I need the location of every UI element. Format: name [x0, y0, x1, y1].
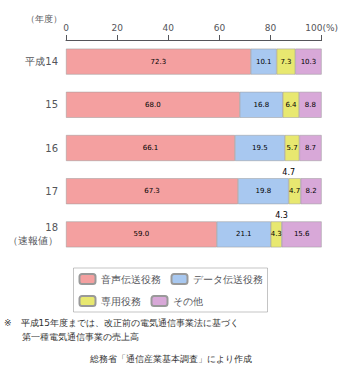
svg-text:総務省「通信産業基本調査」により作成: 総務省「通信産業基本調査」により作成 — [89, 354, 252, 364]
svg-text:21.1: 21.1 — [236, 230, 252, 238]
svg-text:66.1: 66.1 — [143, 144, 159, 152]
svg-text:4.7: 4.7 — [282, 168, 295, 177]
svg-text:100(%): 100(%) — [305, 23, 338, 33]
svg-text:（年度）: （年度） — [26, 14, 62, 24]
svg-text:6.4: 6.4 — [285, 101, 297, 109]
svg-text:4.3: 4.3 — [275, 211, 288, 220]
svg-text:データ伝送役務: データ伝送役務 — [193, 274, 263, 285]
svg-text:18: 18 — [45, 222, 58, 233]
svg-text:67.3: 67.3 — [144, 187, 160, 195]
svg-text:音声伝送役務: 音声伝送役務 — [101, 274, 161, 285]
svg-text:16.8: 16.8 — [253, 101, 269, 109]
svg-text:8.2: 8.2 — [306, 187, 317, 195]
svg-text:※ 平成15年度までは、改正前の電気通信事業法に基づく: ※ 平成15年度までは、改正前の電気通信事業法に基づく — [4, 318, 239, 328]
svg-text:8.7: 8.7 — [305, 144, 316, 152]
svg-text:7.3: 7.3 — [280, 58, 291, 66]
svg-text:専用役務: 専用役務 — [101, 296, 141, 307]
svg-text:第一種電気通信事業の売上高: 第一種電気通信事業の売上高 — [4, 332, 139, 342]
svg-text:15.6: 15.6 — [294, 230, 310, 238]
svg-text:10.1: 10.1 — [256, 58, 272, 66]
svg-text:59.0: 59.0 — [134, 230, 150, 238]
svg-text:0: 0 — [63, 23, 69, 33]
svg-text:80: 80 — [265, 23, 277, 33]
svg-text:16: 16 — [45, 143, 58, 154]
svg-text:19.8: 19.8 — [256, 187, 272, 195]
svg-text:40: 40 — [163, 23, 175, 33]
svg-text:5.7: 5.7 — [287, 144, 298, 152]
svg-text:4.7: 4.7 — [289, 187, 300, 195]
svg-text:10.3: 10.3 — [301, 58, 317, 66]
svg-text:その他: その他 — [173, 296, 203, 307]
svg-text:17: 17 — [45, 186, 58, 197]
svg-text:20: 20 — [111, 23, 123, 33]
svg-text:8.8: 8.8 — [305, 101, 316, 109]
svg-text:平成14: 平成14 — [25, 56, 58, 67]
svg-text:72.3: 72.3 — [151, 58, 167, 66]
svg-text:68.0: 68.0 — [145, 101, 161, 109]
svg-text:4.3: 4.3 — [271, 230, 282, 238]
svg-text:（速報値）: （速報値） — [8, 235, 58, 246]
svg-text:19.5: 19.5 — [252, 144, 268, 152]
svg-text:15: 15 — [45, 99, 58, 110]
svg-text:60: 60 — [214, 23, 226, 33]
